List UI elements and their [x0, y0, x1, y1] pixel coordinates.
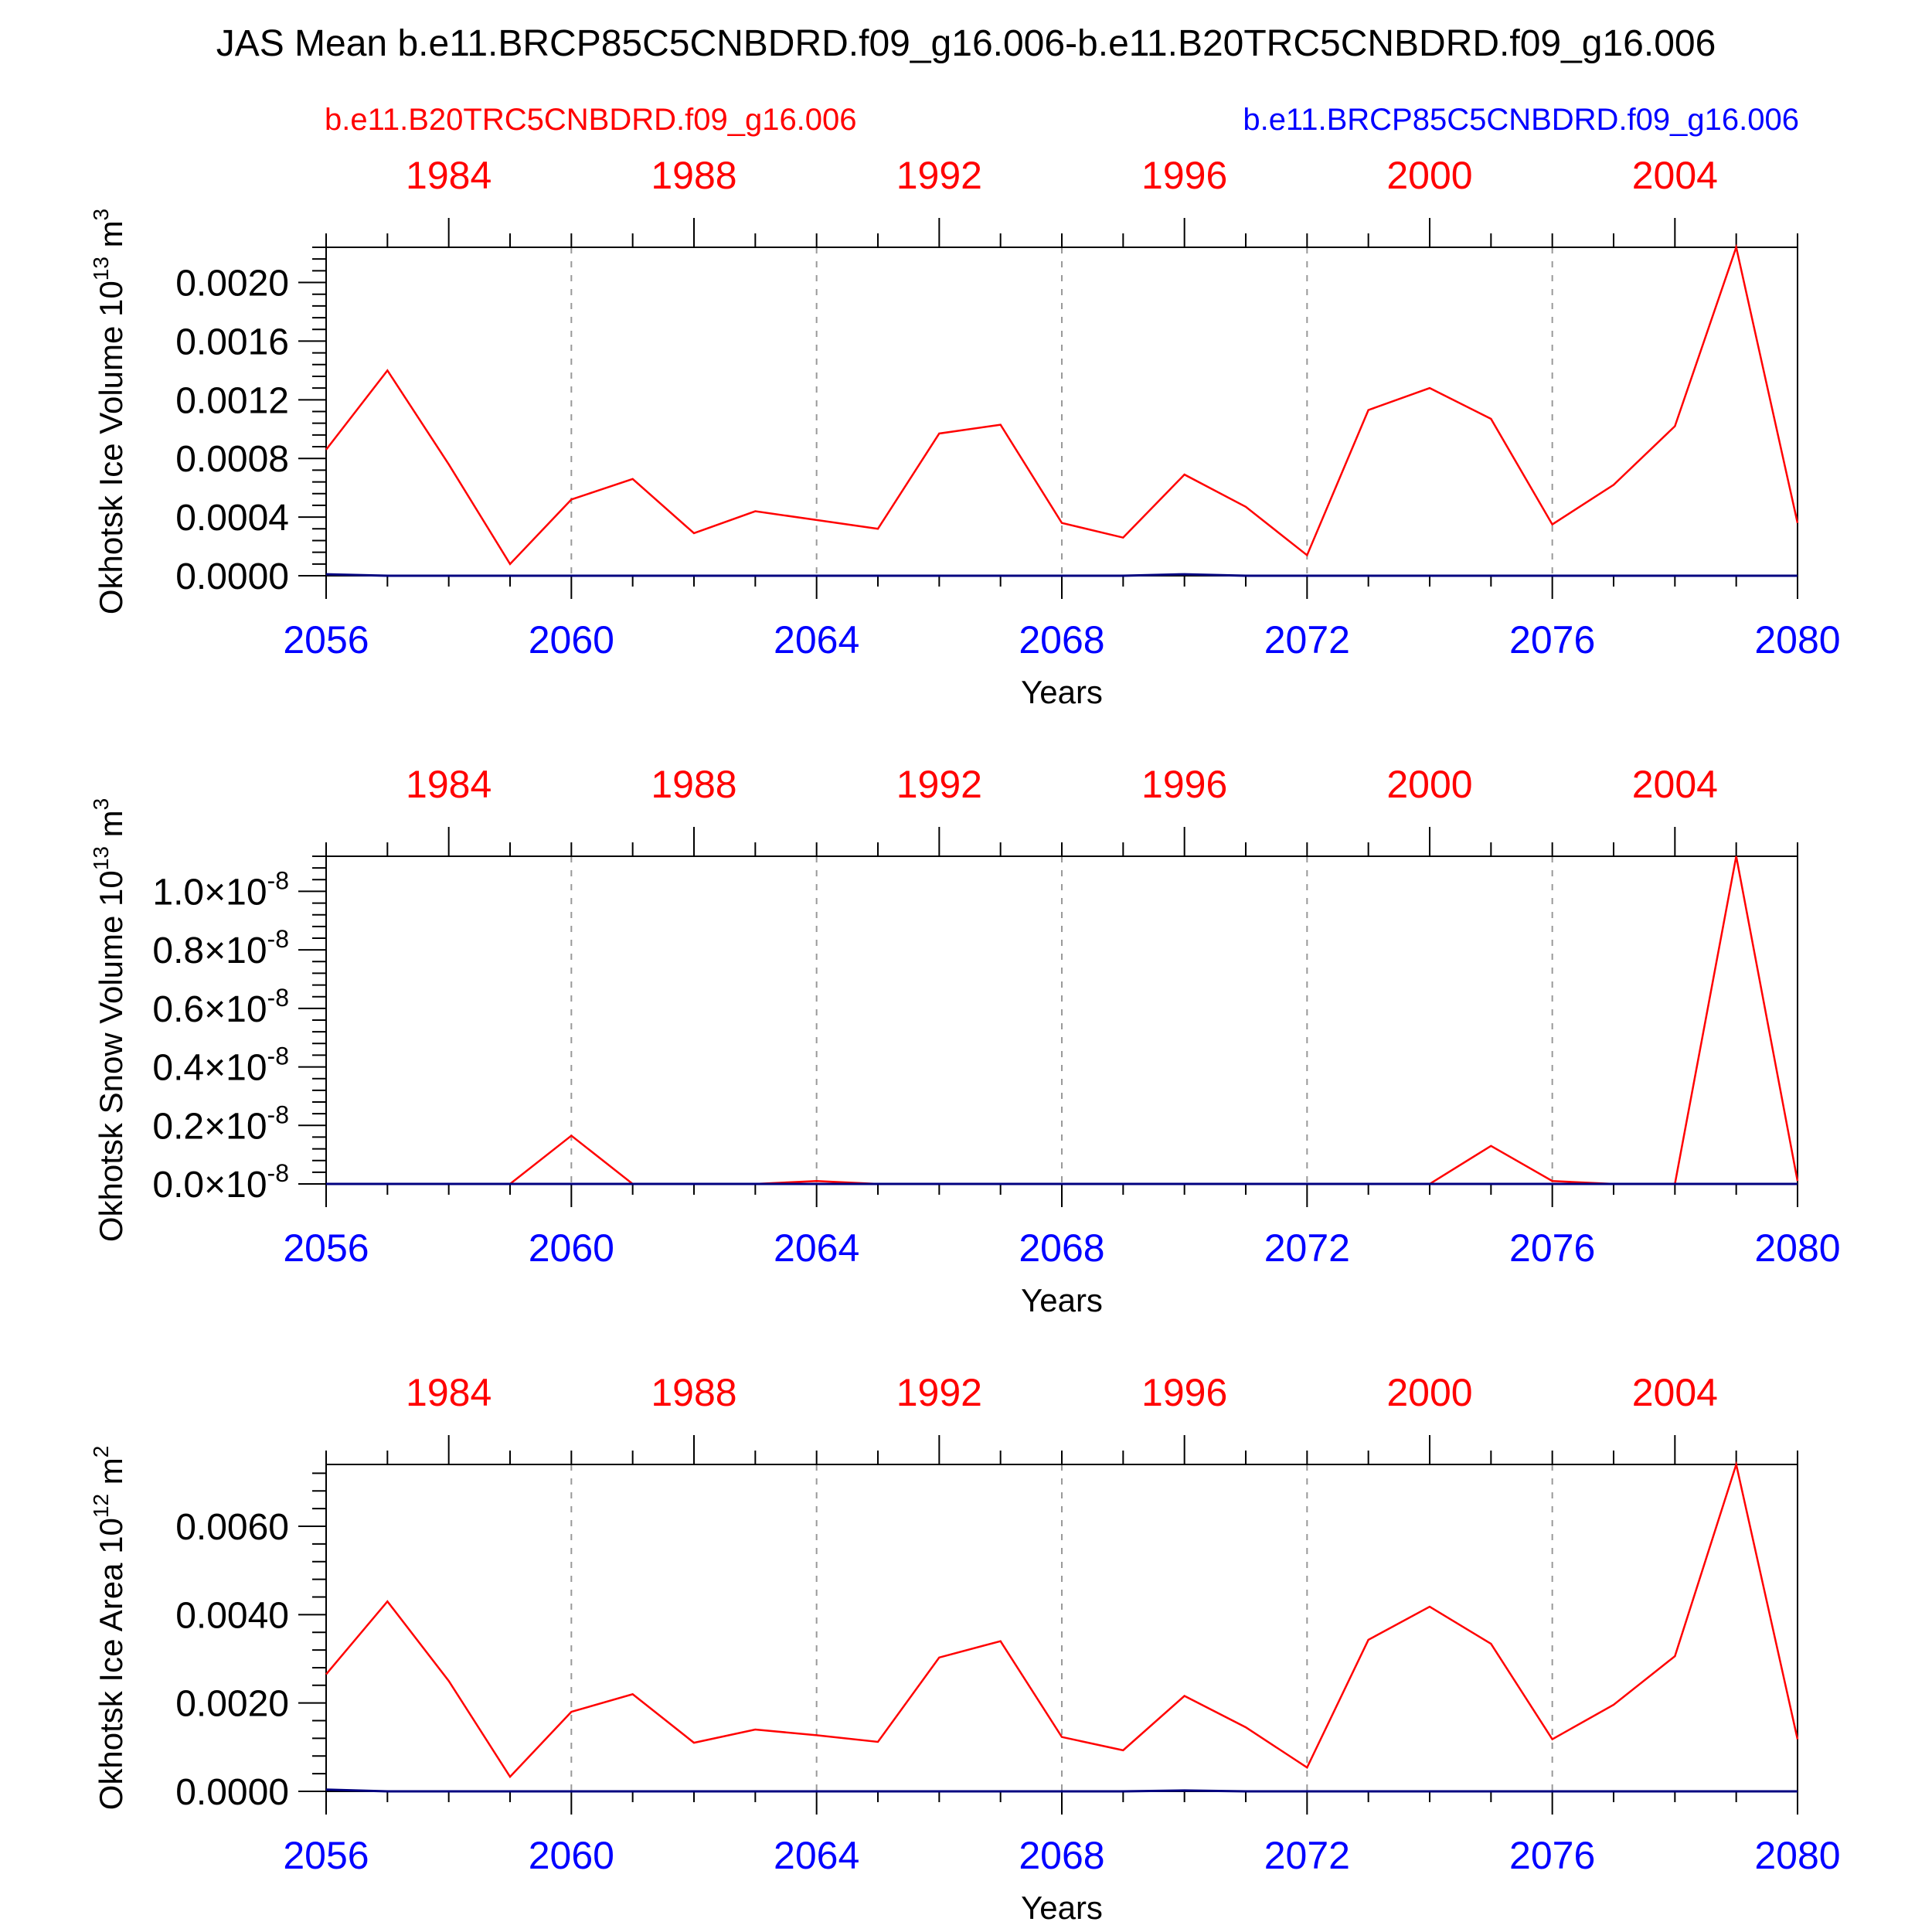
y-tick-label: 0.0012 — [175, 380, 289, 421]
y-tick-label: 0.8×10-8 — [152, 925, 289, 971]
top-tick-label: 2004 — [1632, 154, 1718, 197]
series-red-line — [325, 243, 1799, 566]
series-red-line — [325, 1461, 1799, 1779]
top-tick-label: 1996 — [1141, 154, 1227, 197]
bottom-tick-label: 2080 — [1754, 618, 1840, 662]
bottom-tick-label: 2068 — [1019, 1226, 1104, 1270]
top-tick-label: 1992 — [896, 763, 982, 806]
y-tick-label: 0.0016 — [175, 321, 289, 362]
bottom-tick-label: 2064 — [774, 1834, 859, 1877]
bottom-tick-label: 2076 — [1509, 1834, 1595, 1877]
panel-2: 1984 1988 1992 1996 2000 2004 2056 2060 2064 2068… — [89, 763, 1841, 1318]
top-tick-label: 2000 — [1386, 154, 1472, 197]
y-tick-label: 0.0020 — [175, 264, 289, 304]
bottom-tick-label: 2060 — [529, 618, 614, 662]
y-axis-label: Okhotsk Ice Volume 1013 m3 — [89, 209, 129, 614]
y-tick-label: 0.0040 — [175, 1595, 289, 1636]
series-blue-line — [325, 1788, 1798, 1793]
top-tick-label: 1996 — [1141, 1371, 1227, 1414]
bottom-tick-label: 2080 — [1754, 1226, 1840, 1270]
top-tick-label: 1988 — [651, 1371, 736, 1414]
bottom-tick-label: 2068 — [1019, 1834, 1104, 1877]
y-tick-label: 0.2×10-8 — [152, 1100, 289, 1147]
x-axis-label: Years — [1021, 1889, 1103, 1926]
top-tick-label: 2004 — [1632, 1371, 1718, 1414]
top-tick-label: 1984 — [406, 763, 492, 806]
plot-frame — [325, 1464, 1798, 1792]
y-tick-label: 0.0008 — [175, 439, 289, 480]
bottom-tick-label: 2056 — [283, 618, 369, 662]
panel-1: 1984 1988 1992 1996 2000 2004 2056 2060 2064 2068… — [89, 154, 1841, 710]
bottom-tick-label: 2076 — [1509, 618, 1595, 662]
y-tick-label: 1.0×10-8 — [152, 866, 289, 913]
top-tick-label: 1996 — [1141, 763, 1227, 806]
bottom-tick-label: 2076 — [1509, 1226, 1595, 1270]
y-tick-label: 0.0004 — [175, 498, 289, 539]
legend-right-label: b.e11.BRCP85C5CNBDRD.f09_g16.006 — [1243, 103, 1799, 137]
y-tick-label: 0.4×10-8 — [152, 1043, 289, 1089]
y-tick-label: 0.0020 — [175, 1684, 289, 1725]
top-tick-label: 1992 — [896, 154, 982, 197]
top-tick-label: 1992 — [896, 1371, 982, 1414]
y-tick-label: 0.6×10-8 — [152, 984, 289, 1030]
top-tick-label: 1988 — [651, 763, 736, 806]
y-tick-label: 0.0×10-8 — [152, 1159, 289, 1206]
top-tick-label: 2000 — [1386, 1371, 1472, 1414]
y-axis-label: Okhotsk Snow Volume 1013 m3 — [89, 798, 129, 1242]
bottom-tick-label: 2080 — [1754, 1834, 1840, 1877]
bottom-tick-label: 2064 — [774, 618, 859, 662]
bottom-tick-label: 2060 — [529, 1834, 614, 1877]
x-axis-label: Years — [1021, 1282, 1103, 1318]
x-axis-label: Years — [1021, 674, 1103, 710]
figure-title: JAS Mean b.e11.BRCP85C5CNBDRD.f09_g16.00… — [216, 23, 1716, 64]
top-tick-label: 2000 — [1386, 763, 1472, 806]
legend-left-label: b.e11.B20TRC5CNBDRD.f09_g16.006 — [325, 103, 857, 137]
top-tick-label: 2004 — [1632, 763, 1718, 806]
bottom-tick-label: 2072 — [1264, 1226, 1350, 1270]
top-tick-label: 1984 — [406, 1371, 492, 1414]
y-tick-label: 0.0000 — [175, 1772, 289, 1813]
y-tick-label: 0.0000 — [175, 556, 289, 597]
panel-3: 1984 1988 1992 1996 2000 2004 2056 2060 2064 2068… — [89, 1371, 1841, 1926]
bottom-tick-label: 2072 — [1264, 1834, 1350, 1877]
bottom-tick-label: 2064 — [774, 1226, 859, 1270]
top-tick-label: 1984 — [406, 154, 492, 197]
bottom-tick-label: 2060 — [529, 1226, 614, 1270]
series-blue-line — [325, 573, 1798, 577]
bottom-tick-label: 2056 — [283, 1226, 369, 1270]
y-axis-label: Okhotsk Ice Area 1012 m2 — [89, 1446, 129, 1811]
top-tick-label: 1988 — [651, 154, 736, 197]
bottom-tick-label: 2072 — [1264, 618, 1350, 662]
bottom-tick-label: 2056 — [283, 1834, 369, 1877]
bottom-tick-label: 2068 — [1019, 618, 1104, 662]
y-tick-label: 0.0060 — [175, 1507, 289, 1548]
